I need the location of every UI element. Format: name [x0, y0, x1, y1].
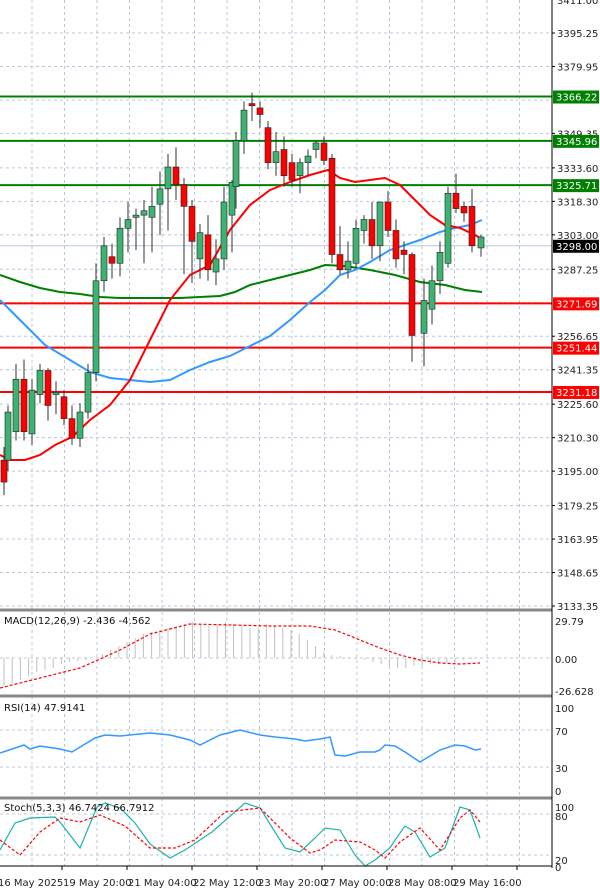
ma-mid-line [0, 219, 483, 384]
svg-text:0.00: 0.00 [555, 655, 577, 666]
svg-text:3256.65: 3256.65 [557, 332, 598, 343]
svg-text:0: 0 [555, 863, 561, 874]
svg-text:3287.25: 3287.25 [557, 265, 598, 276]
svg-text:-26.628: -26.628 [555, 687, 594, 698]
svg-text:100: 100 [555, 803, 574, 814]
svg-text:3303.00: 3303.00 [557, 231, 598, 242]
svg-text:3225.60: 3225.60 [557, 400, 598, 411]
svg-text:23 May 20:00: 23 May 20:00 [258, 878, 327, 889]
svg-text:3271.69: 3271.69 [556, 299, 597, 310]
svg-text:3411.00: 3411.00 [557, 0, 598, 7]
svg-text:3366.22: 3366.22 [556, 93, 597, 104]
svg-text:3231.18: 3231.18 [556, 388, 597, 399]
svg-text:3325.71: 3325.71 [556, 181, 597, 192]
svg-text:3210.30: 3210.30 [557, 434, 598, 445]
price-tags: 3366.22 3345.96 3325.71 3271.69 3251.44 3231.… [553, 90, 599, 399]
grid-lines [0, 0, 552, 866]
svg-text:29 May 16:00: 29 May 16:00 [453, 878, 522, 889]
rsi-title: RSI(14) 47.9141 [4, 703, 85, 714]
svg-text:3133.35: 3133.35 [557, 602, 598, 613]
indicator-panels [0, 608, 552, 867]
svg-text:70: 70 [555, 727, 568, 738]
svg-text:3195.00: 3195.00 [557, 467, 598, 478]
svg-text:3179.25: 3179.25 [557, 502, 598, 513]
candlesticks [0, 92, 485, 496]
svg-text:3395.25: 3395.25 [557, 29, 598, 40]
macd-title: MACD(12,26,9) -2.436 -4.562 [4, 616, 151, 627]
svg-text:3251.44: 3251.44 [556, 344, 597, 355]
svg-text:3163.95: 3163.95 [557, 535, 598, 546]
svg-text:3333.60: 3333.60 [557, 164, 598, 175]
svg-text:100: 100 [555, 704, 574, 715]
svg-text:30: 30 [555, 764, 568, 775]
svg-text:3379.95: 3379.95 [557, 62, 598, 73]
svg-text:22 May 12:00: 22 May 12:00 [193, 878, 262, 889]
svg-text:21 May 04:00: 21 May 04:00 [128, 878, 197, 889]
svg-text:16 May 2025: 16 May 2025 [0, 878, 63, 889]
svg-text:3345.96: 3345.96 [556, 137, 597, 148]
svg-text:3148.65: 3148.65 [557, 569, 598, 580]
svg-text:3298.00: 3298.00 [556, 242, 597, 253]
svg-text:3318.30: 3318.30 [557, 197, 598, 208]
ma-slow-line [0, 263, 483, 299]
stoch-title: Stoch(5,3,3) 46.7424 66.7912 [4, 803, 155, 814]
svg-text:27 May 00:00: 27 May 00:00 [323, 878, 392, 889]
svg-text:19 May 20:00: 19 May 20:00 [63, 878, 132, 889]
svg-text:29.79: 29.79 [555, 617, 584, 628]
svg-text:3241.35: 3241.35 [557, 366, 598, 377]
svg-text:28 May 08:00: 28 May 08:00 [388, 878, 457, 889]
svg-text:20: 20 [555, 856, 568, 867]
svg-text:80: 80 [555, 812, 568, 823]
svg-text:0: 0 [555, 787, 561, 798]
